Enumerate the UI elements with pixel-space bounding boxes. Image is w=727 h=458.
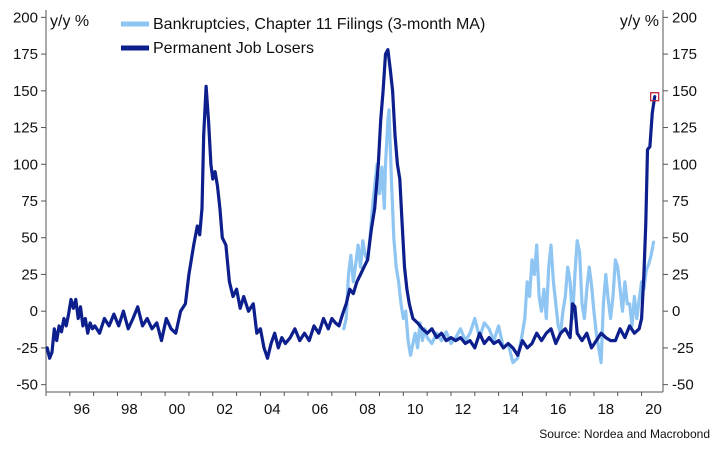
x-tick-label: 12 [455, 401, 472, 418]
left-y-tick-label: 200 [13, 9, 38, 26]
left-y-tick-label: 75 [21, 193, 38, 210]
x-tick-label: 08 [359, 401, 376, 418]
right-y-tick-label: 75 [672, 193, 689, 210]
left-y-tick-label: 25 [21, 266, 38, 283]
x-tick-label: 18 [597, 401, 614, 418]
x-tick-label: 98 [121, 401, 138, 418]
legend-label-bankruptcies: Bankruptcies, Chapter 11 Filings (3-mont… [153, 16, 485, 33]
x-tick-label: 06 [312, 401, 329, 418]
legend: Bankruptcies, Chapter 11 Filings (3-mont… [121, 16, 485, 57]
right-y-tick-label: -25 [672, 340, 694, 357]
left-y-ticks: 200 175 150 125 100 75 50 25 0 -25 -50 [13, 9, 46, 394]
x-tick-label: 96 [73, 401, 90, 418]
right-y-tick-label: 200 [672, 9, 697, 26]
right-axis-unit: y/y % [620, 13, 659, 30]
x-ticks: 96 98 00 02 04 06 08 10 12 14 16 18 20 [45, 392, 662, 418]
right-y-tick-label: 125 [672, 120, 697, 137]
right-y-tick-label: 0 [672, 303, 680, 320]
x-tick-label: 10 [407, 401, 424, 418]
x-tick-label: 02 [216, 401, 233, 418]
left-y-tick-label: 175 [13, 46, 38, 63]
x-tick-label: 16 [550, 401, 567, 418]
left-y-tick-label: 100 [13, 156, 38, 173]
legend-label-job-losers: Permanent Job Losers [153, 40, 314, 57]
left-y-tick-label: 150 [13, 83, 38, 100]
series-line-job-losers [45, 48, 657, 360]
x-tick-label: 20 [645, 401, 662, 418]
right-y-tick-label: -50 [672, 377, 694, 394]
left-y-tick-label: 125 [13, 120, 38, 137]
right-y-tick-label: 50 [672, 230, 689, 247]
last-value-marker [650, 92, 660, 102]
source-note: Source: Nordea and Macrobond [539, 427, 710, 441]
right-y-tick-label: 150 [672, 83, 697, 100]
left-axis-unit: y/y % [50, 13, 89, 30]
series-layer [45, 48, 657, 365]
left-y-tick-label: -25 [16, 340, 38, 357]
x-tick-label: 04 [264, 401, 281, 418]
left-y-tick-label: -50 [16, 377, 38, 394]
right-y-tick-label: 25 [672, 266, 689, 283]
right-y-tick-label: 100 [672, 156, 697, 173]
right-y-tick-label: 175 [672, 46, 697, 63]
x-tick-label: 00 [169, 401, 186, 418]
left-y-tick-label: 0 [30, 303, 38, 320]
left-y-tick-label: 50 [21, 230, 38, 247]
x-tick-label: 14 [502, 401, 519, 418]
right-y-ticks: 200 175 150 125 100 75 50 25 0 -25 -50 [663, 9, 697, 394]
